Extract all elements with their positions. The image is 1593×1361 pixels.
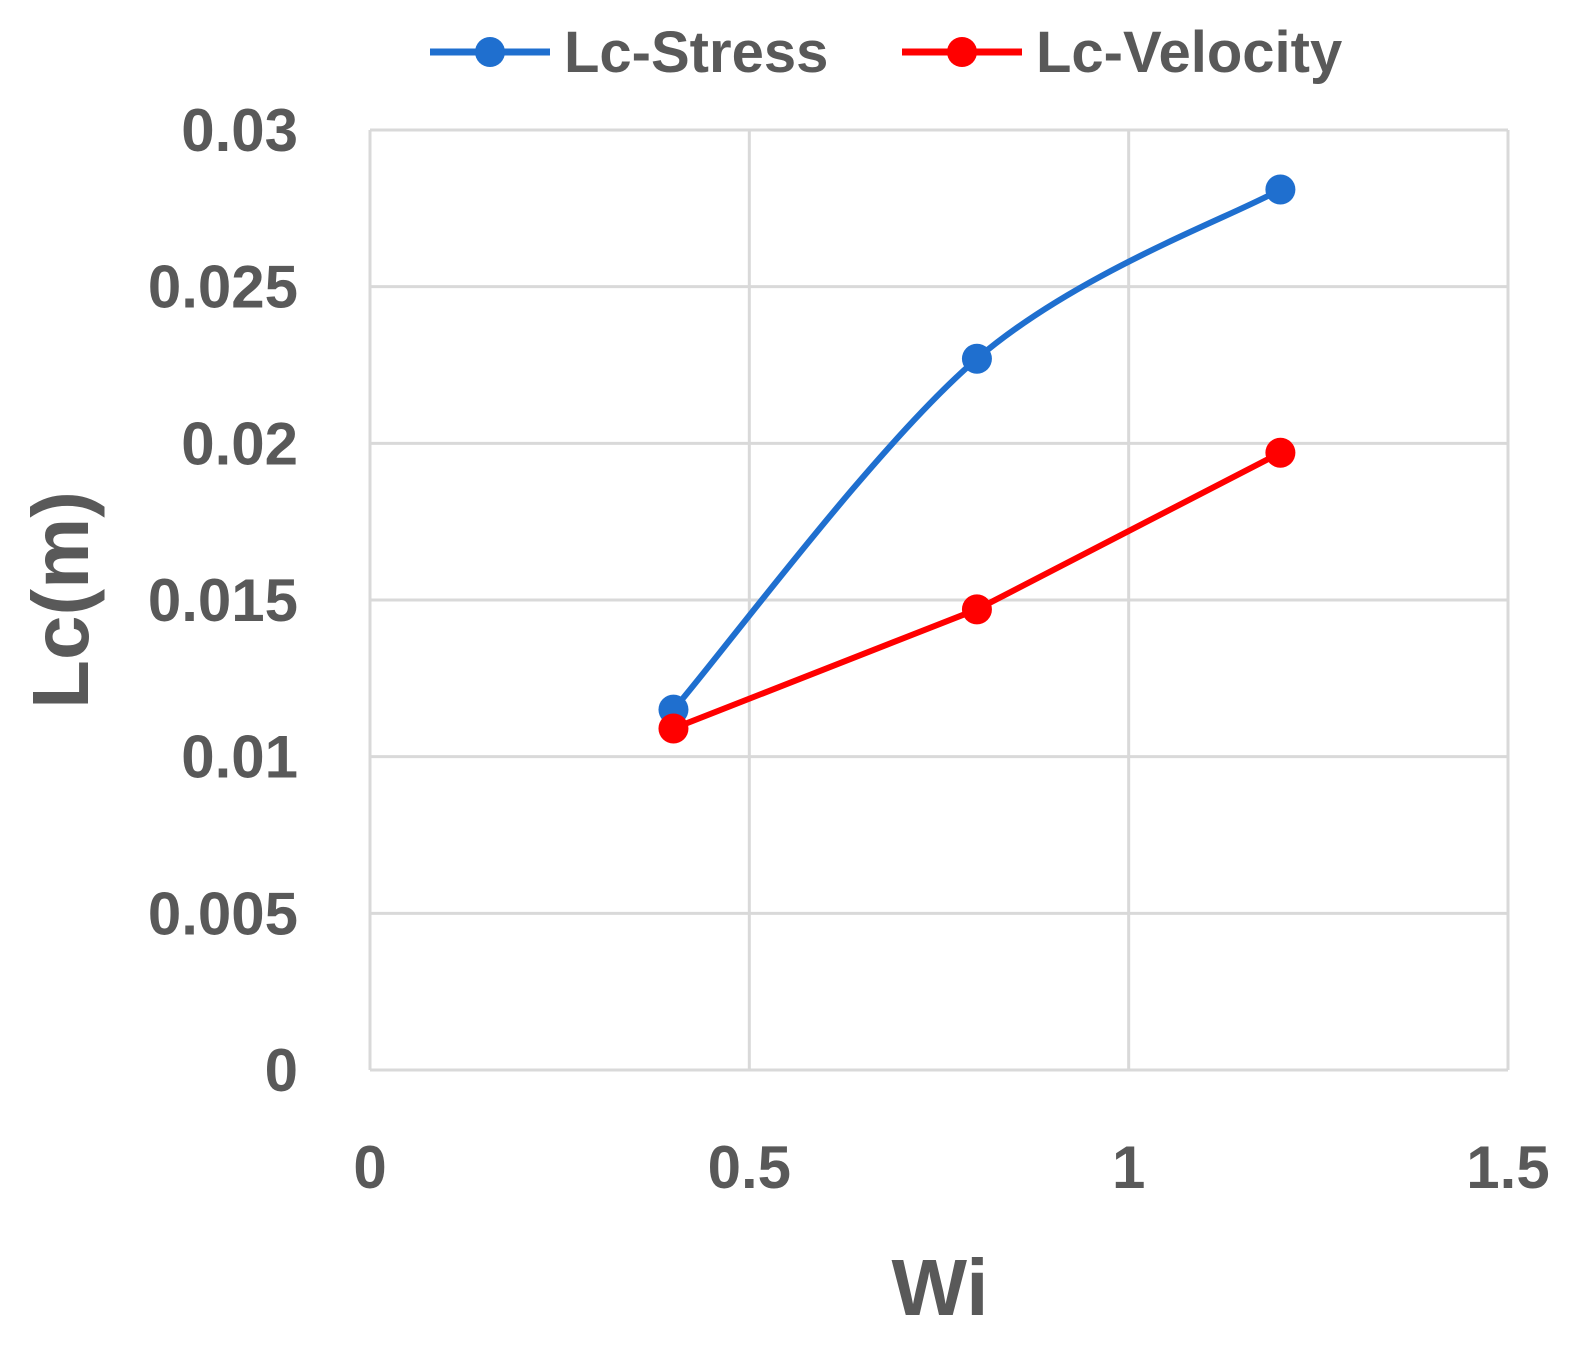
legend-item-lc-stress: Lc-Stress	[430, 20, 828, 85]
legend: Lc-Stress Lc-Velocity	[430, 20, 1342, 85]
data-point-lc-stress	[1265, 174, 1296, 205]
grid-lines	[368, 128, 1510, 1072]
data-point-lc-velocity	[658, 713, 689, 744]
series-line-lc-stress	[671, 186, 1282, 712]
y-tick-label: 0	[265, 1037, 298, 1104]
y-tick-label: 0.025	[148, 254, 298, 321]
data-point-lc-velocity	[1265, 437, 1296, 468]
y-tick-label: 0.015	[148, 567, 298, 634]
x-tick-label: 1.5	[1466, 1134, 1549, 1201]
x-tick-label: 0.5	[708, 1134, 791, 1201]
data-point-lc-velocity	[961, 594, 992, 625]
x-tick-label: 0	[353, 1134, 386, 1201]
x-tick-labels: 0 0.5 1 1.5	[353, 1134, 1549, 1201]
y-tick-label: 0.03	[181, 97, 298, 164]
legend-label-lc-stress: Lc-Stress	[564, 20, 828, 85]
legend-item-lc-velocity: Lc-Velocity	[902, 20, 1342, 85]
x-axis-title: Wi	[891, 1243, 988, 1332]
y-tick-label: 0.01	[181, 724, 298, 791]
x-tick-label: 1	[1112, 1134, 1145, 1201]
y-tick-label: 0.02	[181, 410, 298, 477]
series-line-lc-velocity	[672, 450, 1282, 732]
y-axis-title: Lc(m)	[16, 491, 105, 709]
y-tick-labels: 0 0.005 0.01 0.015 0.02 0.025 0.03	[148, 97, 298, 1104]
legend-label-lc-velocity: Lc-Velocity	[1036, 20, 1342, 85]
y-tick-label: 0.005	[148, 880, 298, 947]
legend-marker-lc-velocity	[947, 37, 977, 67]
legend-marker-lc-stress	[475, 37, 505, 67]
data-point-lc-stress	[961, 343, 992, 374]
series-layer	[658, 174, 1296, 744]
